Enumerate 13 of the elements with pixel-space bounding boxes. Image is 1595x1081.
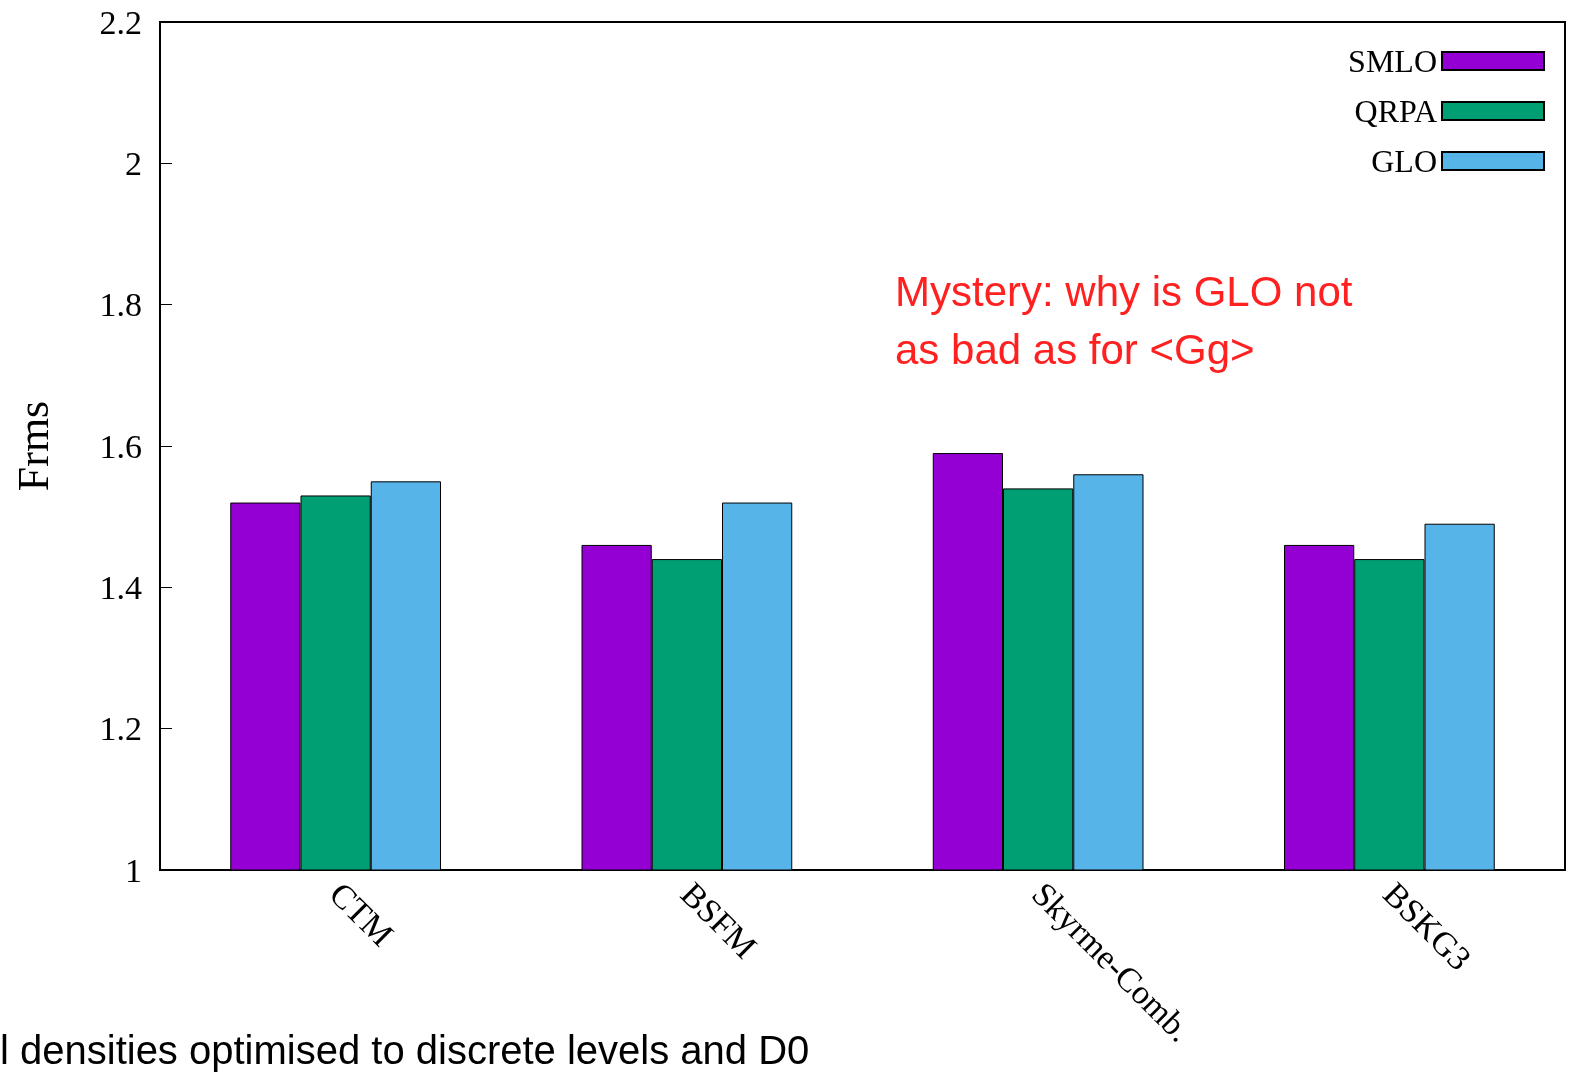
annotation: Mystery: why is GLO not as bad as for <Gg> [895,267,1353,373]
legend-label: SMLO [1348,43,1437,79]
y-axis-title: Frms [8,400,58,492]
y-tick-label: 1.8 [99,286,142,324]
text: l densities optimised to discrete levels and D0 [0,1028,810,1072]
y-tick-label: 1.4 [99,568,142,606]
y-tick-label: 2.2 [99,3,142,41]
y-tick-label: 1.6 [99,427,142,465]
legend-label: GLO [1371,143,1437,179]
y-tick-label: 1.2 [99,710,142,748]
y-tick-label: 1 [125,851,142,889]
y-tick-label: 2 [125,144,142,182]
legend-label: QRPA [1354,93,1437,129]
